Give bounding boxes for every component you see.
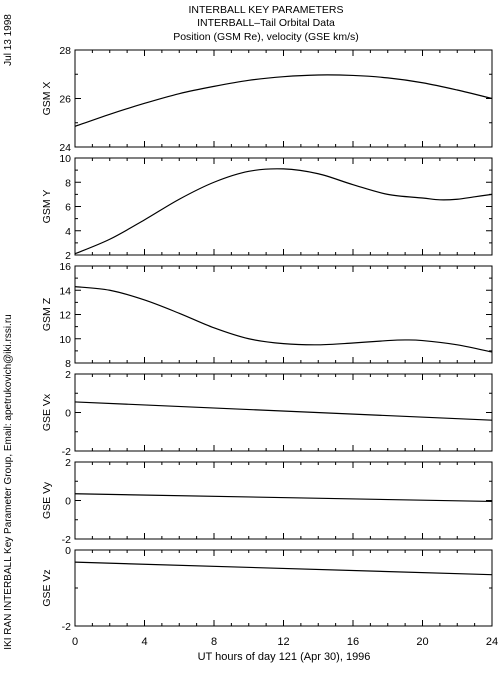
x-tick-label: 4 — [141, 636, 147, 648]
y-tick-label: 10 — [59, 334, 71, 346]
y-tick-label: 14 — [59, 285, 71, 297]
panel-frame — [74, 157, 493, 256]
series-line-gse-vx — [74, 401, 493, 421]
series-line-gsm-z — [74, 286, 493, 353]
y-tick-label: 26 — [59, 94, 71, 106]
series-line-gse-vy — [74, 493, 493, 503]
x-tick-label: 8 — [211, 636, 217, 648]
x-tick-label: 24 — [486, 636, 498, 648]
y-tick-label: 8 — [65, 358, 71, 370]
panel-gsm-y: 2 4 6 8 10 GSM Y — [41, 153, 493, 262]
panel-axis-label: GSM Y — [41, 190, 53, 224]
panel-gse-vx: -2 0 2 GSE Vx — [41, 369, 493, 458]
side-credit: IKI RAN INTERBALL Key Parameter Group, E… — [3, 314, 14, 649]
series-line-gsm-y — [74, 168, 493, 255]
panel-gsm-z: 8 10 12 14 16 GSM Z — [41, 261, 493, 370]
y-tick-label: 0 — [65, 545, 71, 557]
y-tick-label: 12 — [59, 310, 71, 322]
y-tick-label: 4 — [65, 226, 71, 238]
series-line-gse-vz — [74, 561, 493, 576]
panel-gse-vy: -2 0 2 GSE Vy — [41, 457, 493, 546]
panel-axis-label: GSE Vz — [41, 569, 53, 606]
x-tick-label: 12 — [277, 636, 289, 648]
panel-frame — [74, 265, 493, 364]
y-tick-label: 8 — [65, 177, 71, 189]
y-tick-label: 2 — [65, 457, 71, 469]
y-tick-label: 28 — [59, 45, 71, 57]
panel-axis-label: GSM X — [41, 82, 53, 116]
panel-axis-label: GSE Vx — [41, 393, 53, 431]
header-line-3: Position (GSM Re), velocity (GSE km/s) — [173, 31, 359, 43]
panel-axis-label: GSE Vy — [41, 481, 53, 519]
panel-gse-vz: -2 0 GSE Vz — [41, 545, 493, 633]
y-tick-label: 24 — [59, 142, 71, 154]
y-tick-label: -2 — [62, 446, 71, 458]
x-tick-label: 20 — [416, 636, 428, 648]
panel-frame — [74, 549, 493, 627]
header-line-1: INTERBALL KEY PARAMETERS — [188, 4, 343, 16]
y-tick-label: 0 — [65, 496, 71, 508]
x-tick-label: 0 — [72, 636, 78, 648]
y-tick-label: 0 — [65, 408, 71, 420]
y-tick-label: -2 — [62, 534, 71, 546]
y-tick-label: 2 — [65, 369, 71, 381]
header-line-2: INTERBALL–Tail Orbital Data — [197, 17, 335, 29]
y-tick-label: 2 — [65, 250, 71, 262]
x-tick-label: 16 — [347, 636, 359, 648]
panel-frame — [74, 49, 493, 148]
panel-axis-label: GSM Z — [41, 297, 53, 331]
y-tick-label: 16 — [59, 261, 71, 273]
y-tick-label: 6 — [65, 202, 71, 214]
panel-gsm-x: 24 26 28 GSM X — [41, 45, 493, 154]
series-line-gsm-x — [74, 74, 493, 127]
panel-frame — [74, 373, 493, 452]
y-tick-label: -2 — [62, 621, 71, 633]
x-axis-label: UT hours of day 121 (Apr 30), 1996 — [198, 651, 371, 663]
side-date: Jul 13 1998 — [3, 14, 14, 66]
y-tick-label: 10 — [59, 153, 71, 165]
